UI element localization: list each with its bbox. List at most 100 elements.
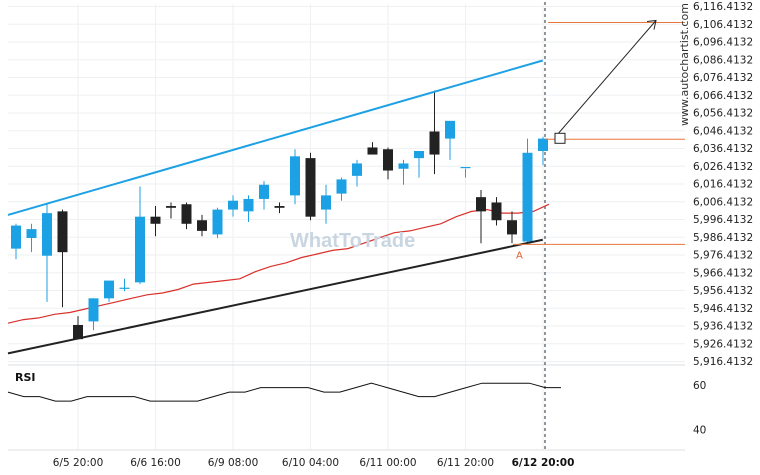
candle-body-up [398, 163, 409, 169]
candle [228, 195, 238, 217]
candle-body-down [305, 158, 316, 217]
candle-body-up [11, 225, 21, 249]
candle [460, 166, 471, 178]
candle [104, 280, 114, 302]
candle-body-up [336, 179, 347, 194]
candle-body-down [383, 149, 393, 171]
y-tick-label: 6,046.4132 [693, 125, 753, 137]
candle-body-down [507, 220, 517, 235]
candle [57, 209, 68, 308]
candle [212, 207, 223, 238]
candle [135, 186, 145, 285]
y-tick-label: 5,956.4132 [693, 285, 753, 297]
projection-arrowhead [646, 19, 657, 30]
candle [11, 223, 21, 260]
candle [336, 177, 347, 201]
x-tick-label: 6/5 20:00 [53, 457, 104, 469]
candle [305, 152, 316, 221]
candle [259, 181, 269, 210]
candle-body-up [212, 209, 223, 235]
candle-body-up [352, 163, 362, 176]
y-tick-label: 6,016.4132 [693, 179, 753, 191]
x-tick-label: 6/9 08:00 [208, 457, 259, 469]
candle [414, 151, 424, 178]
candle [383, 147, 393, 180]
candle [491, 197, 502, 226]
candle [321, 184, 331, 224]
current-price-marker [554, 132, 566, 144]
x-tick-label: 6/11 20:00 [437, 457, 494, 469]
rsi-line [7, 382, 561, 402]
candle [166, 202, 176, 219]
candle [88, 298, 99, 331]
candle [398, 159, 409, 185]
y-tick-label: 5,946.4132 [693, 303, 753, 315]
candle-body-up [460, 166, 471, 169]
candle-body-down [274, 206, 285, 208]
x-tick-label: 6/12 20:00 [512, 457, 575, 469]
candle [476, 190, 486, 244]
rsi-tick-label: 40 [693, 425, 706, 437]
y-tick-label: 6,086.4132 [693, 54, 753, 66]
candle [507, 211, 517, 244]
candle [119, 278, 130, 292]
candle-body-up [538, 138, 548, 152]
candle-body-up [290, 156, 300, 196]
rsi-panel: RSI 60 40 [7, 371, 706, 437]
candle-body-down [429, 131, 440, 155]
candle-body-up [243, 198, 254, 212]
watermark: www.autochartist.com [678, 3, 691, 126]
y-tick-label: 6,076.4132 [693, 72, 753, 84]
candle-body-up [135, 216, 145, 283]
candle-body-up [445, 120, 455, 139]
y-tick-label: 5,986.4132 [693, 232, 753, 244]
candle [429, 90, 440, 175]
candle-body-up [104, 280, 114, 299]
candle-body-down [476, 197, 486, 212]
x-tick-label: 6/11 00:00 [359, 457, 416, 469]
candle-body-down [73, 324, 83, 340]
x-tick-label: 6/6 16:00 [130, 457, 181, 469]
candle [42, 204, 52, 302]
y-tick-label: 6,116.4132 [693, 1, 753, 13]
channel-lower-line [7, 238, 543, 355]
candle-body-down [367, 147, 378, 155]
y-tick-label: 6,006.4132 [693, 196, 753, 208]
candle-body-down [181, 204, 192, 224]
grid [8, 2, 685, 452]
candle [538, 136, 548, 166]
candle [290, 149, 300, 205]
y-tick-label: 6,096.4132 [693, 37, 753, 49]
y-tick-label: 6,066.4132 [693, 90, 753, 102]
candle [73, 316, 83, 340]
candle-body-down [197, 220, 207, 231]
rsi-tick-label: 60 [693, 380, 706, 392]
candle-body-down [491, 202, 502, 221]
candle-body-up [259, 184, 269, 199]
time-axis: 6/5 20:00 6/6 16:00 6/9 08:00 6/10 04:00 6/1… [53, 457, 575, 469]
candle [352, 159, 362, 187]
candle [243, 195, 254, 223]
candle-body-down [166, 206, 176, 208]
y-tick-label: 5,996.4132 [693, 214, 753, 226]
candle-body-up [119, 287, 130, 289]
price-levels: A [513, 21, 685, 261]
price-axis: 6,116.4132 6,106.4132 6,096.4132 6,086.4132… [693, 1, 753, 368]
trend-channel [7, 59, 544, 355]
candle [197, 214, 207, 237]
candle-body-up [26, 229, 37, 238]
candle-body-up [228, 200, 238, 210]
candle [274, 202, 285, 214]
channel-upper-line [7, 59, 544, 216]
candle-body-up [321, 195, 331, 210]
candle [522, 138, 533, 244]
y-tick-label: 6,106.4132 [693, 19, 753, 31]
projection-arrow [554, 19, 657, 144]
y-tick-label: 5,976.4132 [693, 250, 753, 262]
candle [26, 223, 37, 253]
y-tick-label: 6,026.4132 [693, 161, 753, 173]
projection-line [554, 20, 657, 138]
x-tick-label: 6/10 04:00 [282, 457, 339, 469]
point-label: A [516, 250, 523, 261]
brand-watermark: WhatToTrade [290, 230, 415, 252]
